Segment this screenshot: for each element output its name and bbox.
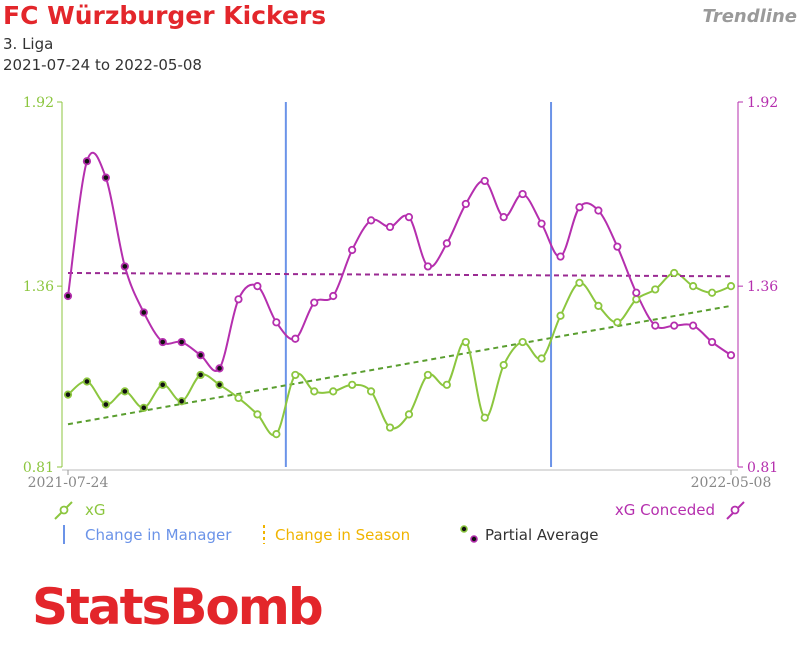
xg-line bbox=[67, 271, 732, 437]
xg-conceded-point bbox=[329, 291, 338, 301]
y-tick-label-left: 1.92 bbox=[23, 95, 54, 111]
xg-conceded-point bbox=[575, 203, 584, 212]
xg-conceded-point bbox=[82, 157, 92, 166]
xg-point bbox=[215, 380, 224, 389]
xg-conceded-point bbox=[177, 337, 186, 347]
xg-conceded-point bbox=[518, 189, 527, 199]
legend-partial-xgc-icon bbox=[470, 535, 478, 543]
xg-point bbox=[82, 377, 92, 386]
trendline-chart: 0.81 1.36 1.92 0.81 1.36 1.92 2021-07-24 2022-0… bbox=[23, 95, 778, 544]
xg-point bbox=[594, 301, 603, 310]
xg-point bbox=[613, 318, 622, 327]
xg-point bbox=[537, 354, 546, 363]
xg-conceded-point bbox=[366, 216, 376, 225]
xg-conceded-point bbox=[499, 212, 508, 222]
xg-conceded-point bbox=[139, 308, 148, 317]
legend-manager-label: Change in Manager bbox=[85, 526, 232, 544]
xg-point bbox=[575, 278, 584, 287]
xg-point bbox=[177, 397, 186, 406]
chart-kind-label: Trendline bbox=[702, 6, 797, 27]
xg-point bbox=[348, 380, 357, 389]
statsbomb-logo: StatsBomb bbox=[32, 578, 324, 636]
xg-point bbox=[234, 393, 243, 403]
xg-conceded-point bbox=[556, 252, 565, 261]
xg-conceded-point bbox=[651, 321, 660, 330]
xg-point bbox=[253, 410, 262, 419]
xg-conceded-point bbox=[726, 351, 736, 360]
xg-point bbox=[120, 387, 129, 396]
xg-point bbox=[632, 295, 641, 304]
legend-xg-label: xG bbox=[85, 501, 106, 519]
xg-point bbox=[101, 400, 110, 409]
legend-partial-xg-icon bbox=[460, 525, 468, 533]
xg-point bbox=[385, 423, 395, 432]
xg-point bbox=[499, 360, 508, 370]
y-tick-label-left: 0.81 bbox=[23, 460, 54, 476]
x-end-label: 2022-05-08 bbox=[691, 475, 772, 491]
legend-xgc-label: xG Conceded bbox=[615, 501, 715, 519]
xg-conceded-point bbox=[632, 288, 641, 297]
xg-conceded-point bbox=[442, 239, 451, 248]
x-start-label: 2021-07-24 bbox=[28, 475, 109, 491]
xg-point bbox=[651, 285, 660, 294]
y-tick-label-right: 1.36 bbox=[747, 279, 778, 295]
xg-conceded-line bbox=[67, 151, 732, 372]
xg-point bbox=[139, 403, 148, 412]
xg-point bbox=[272, 430, 281, 439]
xg-conceded-point bbox=[196, 351, 205, 360]
xg-trendline bbox=[67, 304, 732, 426]
chart-title: FC Würzburger Kickers bbox=[3, 1, 327, 30]
xg-point bbox=[310, 387, 319, 396]
xg-conceded-point bbox=[613, 242, 622, 251]
xg-point bbox=[670, 268, 679, 278]
y-tick-label-right: 1.92 bbox=[747, 95, 778, 111]
legend-xgc-marker-icon bbox=[730, 505, 740, 515]
xg-conceded-point bbox=[101, 173, 110, 182]
xg-conceded-point bbox=[480, 176, 489, 186]
legend-partial-label: Partial Average bbox=[485, 526, 599, 544]
y-tick-label-left: 1.36 bbox=[23, 279, 54, 295]
xg-conceded-point bbox=[234, 295, 243, 304]
xg-point bbox=[461, 337, 470, 347]
xg-conceded-point bbox=[272, 318, 281, 327]
y-tick-label-right: 0.81 bbox=[747, 460, 778, 476]
xg-conceded-point bbox=[707, 337, 717, 347]
xg-point bbox=[556, 311, 565, 320]
xg-conceded-trendline bbox=[67, 271, 732, 278]
xg-point bbox=[196, 370, 205, 380]
league-name: 3. Liga bbox=[3, 35, 54, 53]
xg-point bbox=[518, 337, 527, 347]
xg-conceded-point bbox=[215, 364, 224, 373]
xg-conceded-point bbox=[461, 199, 470, 209]
xg-conceded-point bbox=[594, 206, 603, 215]
xg-conceded-point bbox=[689, 321, 698, 330]
xg-point bbox=[366, 387, 376, 396]
xg-point bbox=[480, 413, 489, 422]
xg-conceded-point bbox=[291, 334, 300, 343]
xg-conceded-point bbox=[404, 212, 414, 222]
xg-point bbox=[291, 370, 300, 380]
xg-conceded-point bbox=[310, 298, 319, 307]
xg-point bbox=[329, 387, 338, 396]
xg-point bbox=[726, 282, 736, 291]
xg-point bbox=[158, 380, 167, 389]
legend-season-label: Change in Season bbox=[275, 526, 410, 544]
legend-xg-marker-icon bbox=[59, 505, 69, 515]
xg-conceded-point bbox=[120, 262, 129, 271]
xg-point bbox=[63, 390, 73, 399]
xg-point bbox=[404, 410, 414, 419]
xg-conceded-point bbox=[670, 321, 679, 330]
xg-conceded-point bbox=[158, 337, 167, 347]
xg-conceded-point bbox=[348, 245, 357, 255]
xg-point bbox=[423, 370, 433, 380]
xg-conceded-point bbox=[253, 282, 262, 291]
date-range: 2021-07-24 to 2022-05-08 bbox=[3, 56, 202, 74]
xg-point bbox=[689, 282, 698, 291]
xg-conceded-point bbox=[385, 222, 395, 232]
xg-point bbox=[442, 380, 451, 389]
xg-point bbox=[707, 288, 717, 297]
xg-conceded-point bbox=[63, 291, 73, 301]
xg-conceded-point bbox=[537, 219, 546, 228]
xg-conceded-point bbox=[423, 262, 433, 271]
